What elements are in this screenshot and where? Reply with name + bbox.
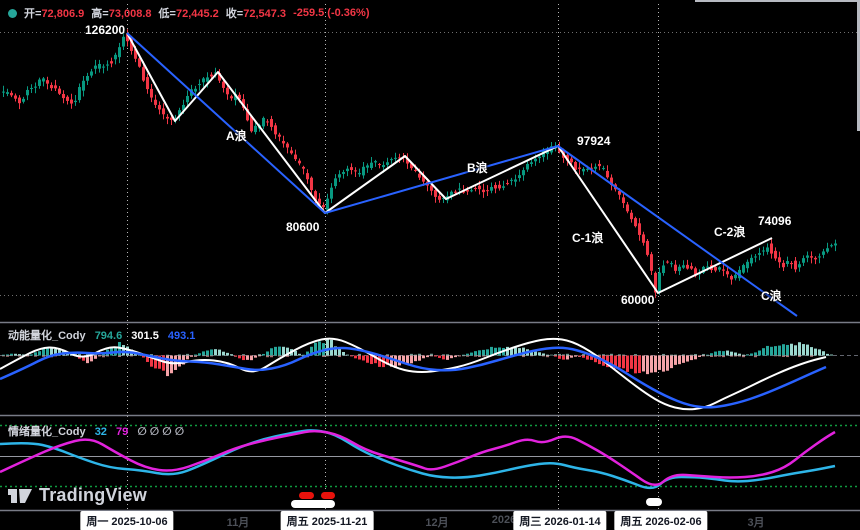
axis-month-label: 12月 [425,517,449,529]
sentiment-indicator-title[interactable]: 情绪量化_Cody [8,426,86,438]
axis-month-label: 11月 [226,517,250,529]
price-label-74096[interactable]: 74096 [758,214,792,228]
macd-signal-line [0,346,827,409]
sentiment-cyan-line [0,429,836,490]
ohlc-low: 低=72,445.2 [159,5,219,21]
elliott-wave-trendlines[interactable] [126,32,798,317]
ohlc-high-value: 73,008.8 [108,8,152,20]
panel-separators [0,321,860,512]
ohlc-open: 开=72,806.9 [24,5,84,21]
tradingview-logo-text: TradingView [39,485,147,505]
sentiment-value-cyan: 32 [94,426,107,438]
vertical-dotted-lines [127,4,659,510]
ohlc-readout: 开=72,806.9 高=73,008.8 低=72,445.2 收=72,54… [8,6,370,20]
ohlc-close-label: 收= [225,8,244,20]
wave-label-C-1浪[interactable]: C-1浪 [572,231,604,245]
price-label-80600[interactable]: 80600 [286,220,320,234]
signal-marker-pill [321,492,335,499]
momentum-value-mid: 301.5 [131,330,159,342]
window-edge-right [857,0,860,131]
signal-marker-pill [299,492,314,499]
sentiment-indicator-legend: 情绪量化_Cody 32 79 ∅ ∅ ∅ ∅ [8,423,190,439]
price-label-126200[interactable]: 126200 [85,23,126,37]
ohlc-open-label: 开= [24,8,42,20]
wave-label-B浪[interactable]: B浪 [467,161,488,175]
ohlc-change: -259.5 (-0.36%) [293,7,370,19]
momentum-value-slow: 493.1 [167,330,196,342]
axis-date-label: 周五 2025-11-21 [280,511,374,530]
ohlc-close: 收=72,547.3 [226,5,286,21]
wave-label-C-2浪[interactable]: C-2浪 [714,225,746,239]
window-edge-top [695,0,860,2]
price-level-dotted-lines [0,32,860,296]
axis-month-label: 2026 [491,514,517,526]
ohlc-low-label: 低= [158,8,176,20]
momentum-indicator-legend: 动能量化_Cody 794.6 301.5 493.1 [8,327,201,343]
ohlc-high-label: 高= [91,8,109,20]
sentiment-magenta-line [0,429,836,486]
axis-date-label: 周一 2025-10-06 [80,511,174,530]
momentum-value-fast: 794.6 [94,330,123,342]
ohlc-open-value: 72,806.9 [41,8,85,20]
price-label-97924[interactable]: 97924 [577,134,611,148]
sentiment-flags: ∅ ∅ ∅ ∅ [137,426,185,438]
ohlc-low-value: 72,445.2 [175,8,219,20]
tradingview-logo-icon [8,488,32,503]
ohlc-high: 高=73,008.8 [91,5,151,21]
signal-marker-pill [646,498,662,506]
wave-label-A浪[interactable]: A浪 [226,129,247,143]
symbol-bullet-icon [8,8,17,18]
axis-date-label: 周三 2026-01-14 [513,511,607,530]
price-label-60000[interactable]: 60000 [621,293,655,307]
ohlc-close-value: 72,547.3 [243,8,287,20]
axis-month-label: 3月 [747,517,765,529]
signal-marker-pill [291,500,335,508]
axis-date-label: 周五 2026-02-06 [614,511,708,530]
momentum-indicator-title[interactable]: 动能量化_Cody [8,330,86,342]
tradingview-logo[interactable]: TradingView [8,485,147,506]
sentiment-value-magenta: 79 [116,426,129,438]
wave-label-C浪[interactable]: C浪 [761,289,782,303]
sentiment-signal-markers [291,492,662,508]
